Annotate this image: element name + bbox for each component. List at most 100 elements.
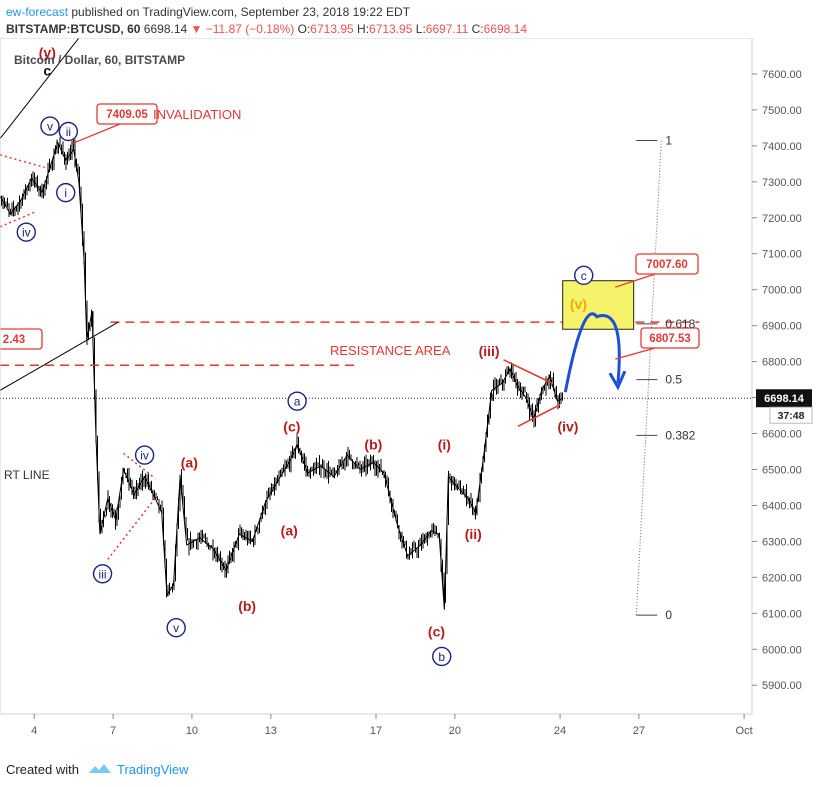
open-label: O: (297, 22, 311, 36)
symbol-label: BITSTAMP:BTCUSD, 60 (6, 22, 141, 36)
left-price-callout-text: 2.43 (3, 334, 25, 346)
last-price: 6698.14 (143, 22, 188, 36)
wave-label-circle (134, 445, 155, 465)
wave-label: iii (99, 567, 107, 581)
projection-arrow (563, 312, 621, 393)
wave-label-circle (166, 618, 186, 638)
wave-label: b (438, 650, 445, 664)
fib-level-label: 0.382 (665, 428, 695, 442)
x-tick-label: 20 (449, 725, 461, 737)
y-tick-label: 6400.00 (762, 500, 802, 512)
wave-label-circle (432, 646, 452, 667)
footer: Created with TradingView (0, 752, 816, 787)
high-label: H: (357, 22, 370, 36)
y-tick-label: 6000.00 (762, 644, 802, 656)
x-tick-label: 24 (554, 725, 566, 737)
wave-label: v (47, 120, 53, 134)
wave-label: (c) (428, 623, 445, 639)
author-link[interactable]: ew-forecast (6, 5, 69, 19)
wave-label: iv (140, 449, 149, 463)
invalidation-label: INVALIDATION (153, 107, 241, 122)
y-tick-label: 6100.00 (762, 608, 802, 620)
countdown-tag (769, 406, 813, 424)
fib-level-label: 1 (665, 133, 672, 147)
wave-label: (v) (570, 296, 587, 312)
channel-trendline-lower (0, 321, 119, 391)
y-tick-label: 7600.00 (762, 69, 802, 81)
wave-label: (a) (181, 454, 198, 470)
wave-label-circle (16, 222, 36, 242)
projection-arrowhead-icon (608, 370, 627, 391)
box-top-callout-text: 7007.60 (646, 259, 688, 271)
y-tick-label: 6500.00 (762, 464, 802, 476)
price-chart[interactable]: 10.6180.50.38207409.057007.606807.532.43… (0, 38, 816, 752)
target-zone-box (562, 280, 635, 330)
wave-label: c (43, 62, 51, 78)
rt-line-label: RT LINE (4, 468, 50, 482)
price-change: −11.87 (−0.18%) (205, 22, 295, 36)
channel-trendline-upper (0, 38, 80, 139)
current-price-tag-text: 6698.14 (764, 393, 805, 405)
close-value: 6698.14 (483, 22, 528, 36)
wave-label: (iv) (557, 418, 578, 434)
wave-label: (b) (364, 436, 382, 452)
wave-label: (y) (39, 44, 56, 60)
fib-level-label: 0.5 (665, 373, 682, 387)
invalidation-callout-box (96, 103, 158, 125)
x-tick-label: 10 (186, 725, 198, 737)
tradingview-brand[interactable]: TradingView (117, 762, 189, 777)
left-price-callout-box (0, 328, 43, 350)
countdown-tag-text: 37:48 (778, 410, 805, 422)
y-tick-label: 7500.00 (762, 105, 802, 117)
wave-label: a (294, 395, 301, 409)
low-label: L: (415, 22, 426, 36)
wedge-line-left-bottom (0, 211, 35, 228)
y-tick-label: 6800.00 (762, 357, 802, 369)
wave-label-circle (56, 182, 76, 203)
triangle-upper-line (503, 359, 553, 384)
x-tick-label: 4 (31, 725, 37, 737)
wave-label: (c) (283, 418, 300, 434)
y-tick-label: 7000.00 (762, 285, 802, 297)
symbol-line: BITSTAMP:BTCUSD, 60 6698.14 ▼ −11.87 (−0… (6, 22, 527, 36)
chart-title: Bitcoin / Dollar, 60, BITSTAMP (14, 53, 185, 67)
current-price-tag (756, 389, 812, 408)
wave-label: i (64, 186, 67, 200)
box-top-callout-pointer (615, 273, 656, 288)
y-tick-label: 6200.00 (762, 572, 802, 584)
triangle-lower-line (517, 404, 561, 428)
fib-level-label: 0 (665, 608, 672, 622)
publish-line: ew-forecast published on TradingView.com… (6, 5, 410, 19)
wave-label-circle (40, 116, 60, 136)
high-value: 6713.95 (369, 22, 413, 36)
wave-label: (b) (238, 598, 256, 614)
published-text: published on TradingView.com, September … (71, 5, 411, 19)
down-arrow-icon: ▼ (190, 22, 203, 36)
wave-label-circle (58, 121, 79, 142)
created-with-text: Created with (6, 762, 79, 777)
open-value: 6713.95 (310, 22, 354, 36)
y-tick-label: 7400.00 (762, 141, 802, 153)
box-bottom-callout-text: 6807.53 (649, 333, 691, 345)
wave-label: v (173, 621, 179, 635)
wave-label-circle (287, 391, 307, 411)
fib-diagonal (635, 140, 662, 616)
resistance-area-label: RESISTANCE AREA (330, 343, 451, 358)
y-tick-label: 6900.00 (762, 321, 802, 333)
x-tick-label: 13 (265, 725, 277, 737)
tradingview-logo-icon (89, 764, 111, 773)
y-tick-label: 7200.00 (762, 213, 802, 225)
wedge-line-mid-top (123, 452, 156, 480)
plot-area (0, 38, 752, 714)
wave-label: (a) (281, 523, 298, 539)
y-tick-label: 6300.00 (762, 536, 802, 548)
wave-label: iv (22, 226, 31, 240)
box-top-callout-box (635, 253, 699, 275)
x-tick-label: 17 (370, 725, 382, 737)
x-tick-label: 27 (633, 725, 645, 737)
wave-label: (ii) (465, 526, 482, 542)
x-tick-label: Oct (736, 725, 753, 737)
y-tick-label: 7100.00 (762, 249, 802, 261)
box-bottom-callout-box (640, 327, 700, 349)
wave-label-circle (92, 564, 113, 584)
